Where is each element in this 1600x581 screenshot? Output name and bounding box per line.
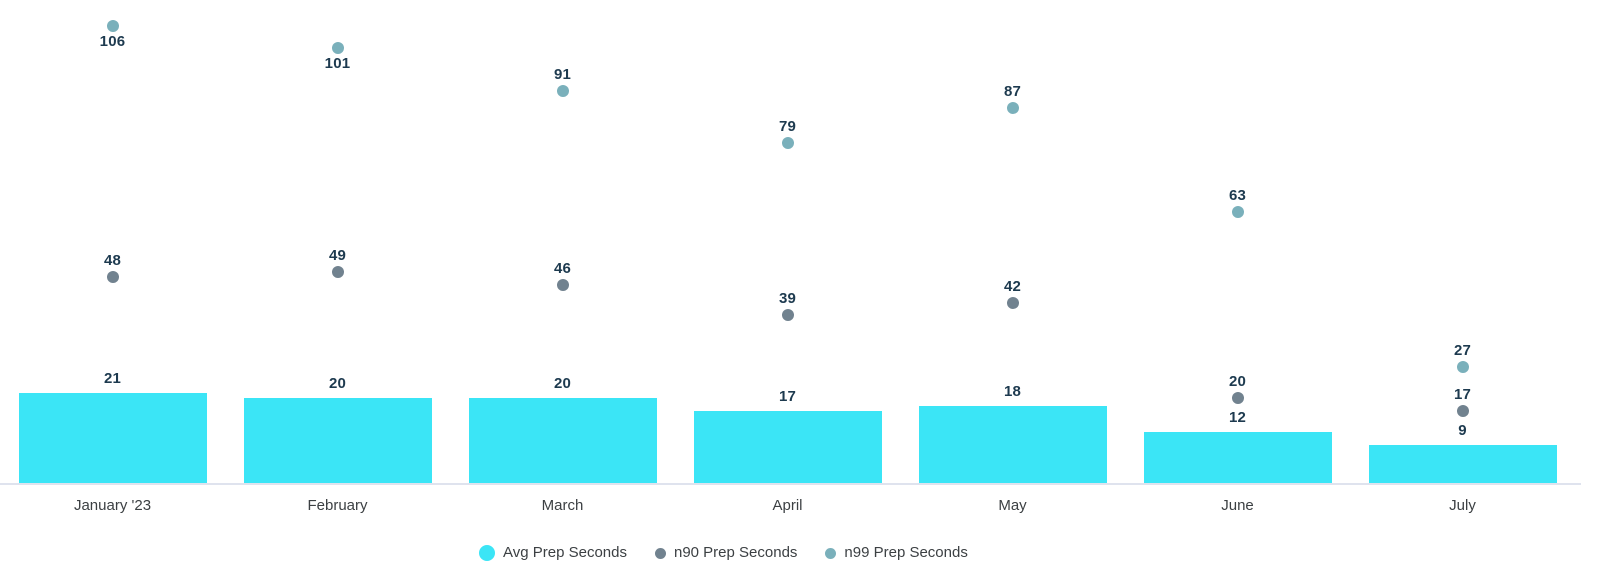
n90-prep-seconds-value-label: 48 <box>103 251 122 269</box>
avg-prep-seconds-bar[interactable] <box>1143 432 1332 484</box>
n90-prep-seconds-value-label: 39 <box>778 290 797 308</box>
month-label: February <box>307 497 368 514</box>
n99-prep-seconds-value-label: 87 <box>1003 83 1022 101</box>
avg-prep-seconds-value-label: 20 <box>553 374 572 392</box>
n90-prep-seconds-value-label: 42 <box>1003 277 1022 295</box>
n90-prep-seconds-point[interactable] <box>556 279 569 292</box>
month-label: March <box>541 497 584 514</box>
n99-prep-seconds-value-label: 63 <box>1228 186 1247 204</box>
n99-prep-seconds-point[interactable] <box>106 19 119 32</box>
n90-prep-seconds-point[interactable] <box>1231 391 1244 404</box>
month-label: May <box>998 497 1027 514</box>
n99-prep-seconds-point[interactable] <box>1006 102 1019 115</box>
legend-label-avg-prep-seconds: Avg Prep Seconds <box>503 544 627 561</box>
avg-prep-seconds-value-label: 20 <box>328 374 347 392</box>
n90-prep-seconds-point[interactable] <box>1006 296 1019 309</box>
avg-prep-seconds-bar[interactable] <box>918 406 1107 484</box>
month-label: June <box>1221 497 1254 514</box>
n90-prep-seconds-value-label: 46 <box>553 260 572 278</box>
legend-item-n99-prep-seconds[interactable]: n99 Prep Seconds <box>825 544 968 562</box>
month-label: January '23 <box>73 497 152 514</box>
avg-prep-seconds-bar[interactable] <box>243 397 432 484</box>
avg-prep-seconds-bar[interactable] <box>1368 445 1557 484</box>
n99-prep-seconds-value-label: 91 <box>553 65 572 83</box>
n99-prep-seconds-point[interactable] <box>1231 205 1244 218</box>
n99-prep-seconds-value-label: 101 <box>324 54 351 72</box>
n99-prep-seconds-point[interactable] <box>781 136 794 149</box>
legend-item-avg-prep-seconds[interactable]: Avg Prep Seconds <box>479 544 627 562</box>
n90-prep-seconds-value-label: 49 <box>328 247 347 265</box>
avg-prep-seconds-bar[interactable] <box>468 397 657 484</box>
avg-prep-seconds-swatch-icon <box>479 545 495 561</box>
n90-prep-seconds-value-label: 17 <box>1453 385 1472 403</box>
n90-prep-seconds-point[interactable] <box>781 309 794 322</box>
n90-prep-seconds-point[interactable] <box>1456 404 1469 417</box>
n90-prep-seconds-point[interactable] <box>106 270 119 283</box>
legend: Avg Prep Seconds n90 Prep Seconds n99 Pr… <box>479 544 968 562</box>
n99-prep-seconds-value-label: 79 <box>778 117 797 135</box>
n99-prep-seconds-point[interactable] <box>556 84 569 97</box>
avg-prep-seconds-value-label: 21 <box>103 370 122 388</box>
n99-prep-seconds-swatch-icon <box>825 547 837 559</box>
legend-label-n99-prep-seconds: n99 Prep Seconds <box>844 544 968 561</box>
x-axis-line <box>0 483 1581 485</box>
avg-prep-seconds-value-label: 17 <box>778 387 797 405</box>
avg-prep-seconds-bar[interactable] <box>693 410 882 484</box>
n90-prep-seconds-swatch-icon <box>654 547 666 559</box>
legend-item-n90-prep-seconds[interactable]: n90 Prep Seconds <box>654 544 798 562</box>
n99-prep-seconds-point[interactable] <box>1456 361 1469 374</box>
month-label: July <box>1449 497 1476 514</box>
avg-prep-seconds-value-label: 18 <box>1003 383 1022 401</box>
avg-prep-seconds-value-label: 9 <box>1458 422 1467 440</box>
month-label: April <box>772 497 803 514</box>
n90-prep-seconds-point[interactable] <box>331 266 344 279</box>
avg-prep-seconds-value-label: 12 <box>1228 409 1247 427</box>
n99-prep-seconds-point[interactable] <box>331 41 344 54</box>
n99-prep-seconds-value-label: 27 <box>1453 342 1472 360</box>
n90-prep-seconds-value-label: 20 <box>1228 372 1247 390</box>
avg-prep-seconds-bar[interactable] <box>18 393 207 484</box>
legend-label-n90-prep-seconds: n90 Prep Seconds <box>673 544 798 561</box>
n99-prep-seconds-value-label: 106 <box>99 32 126 50</box>
